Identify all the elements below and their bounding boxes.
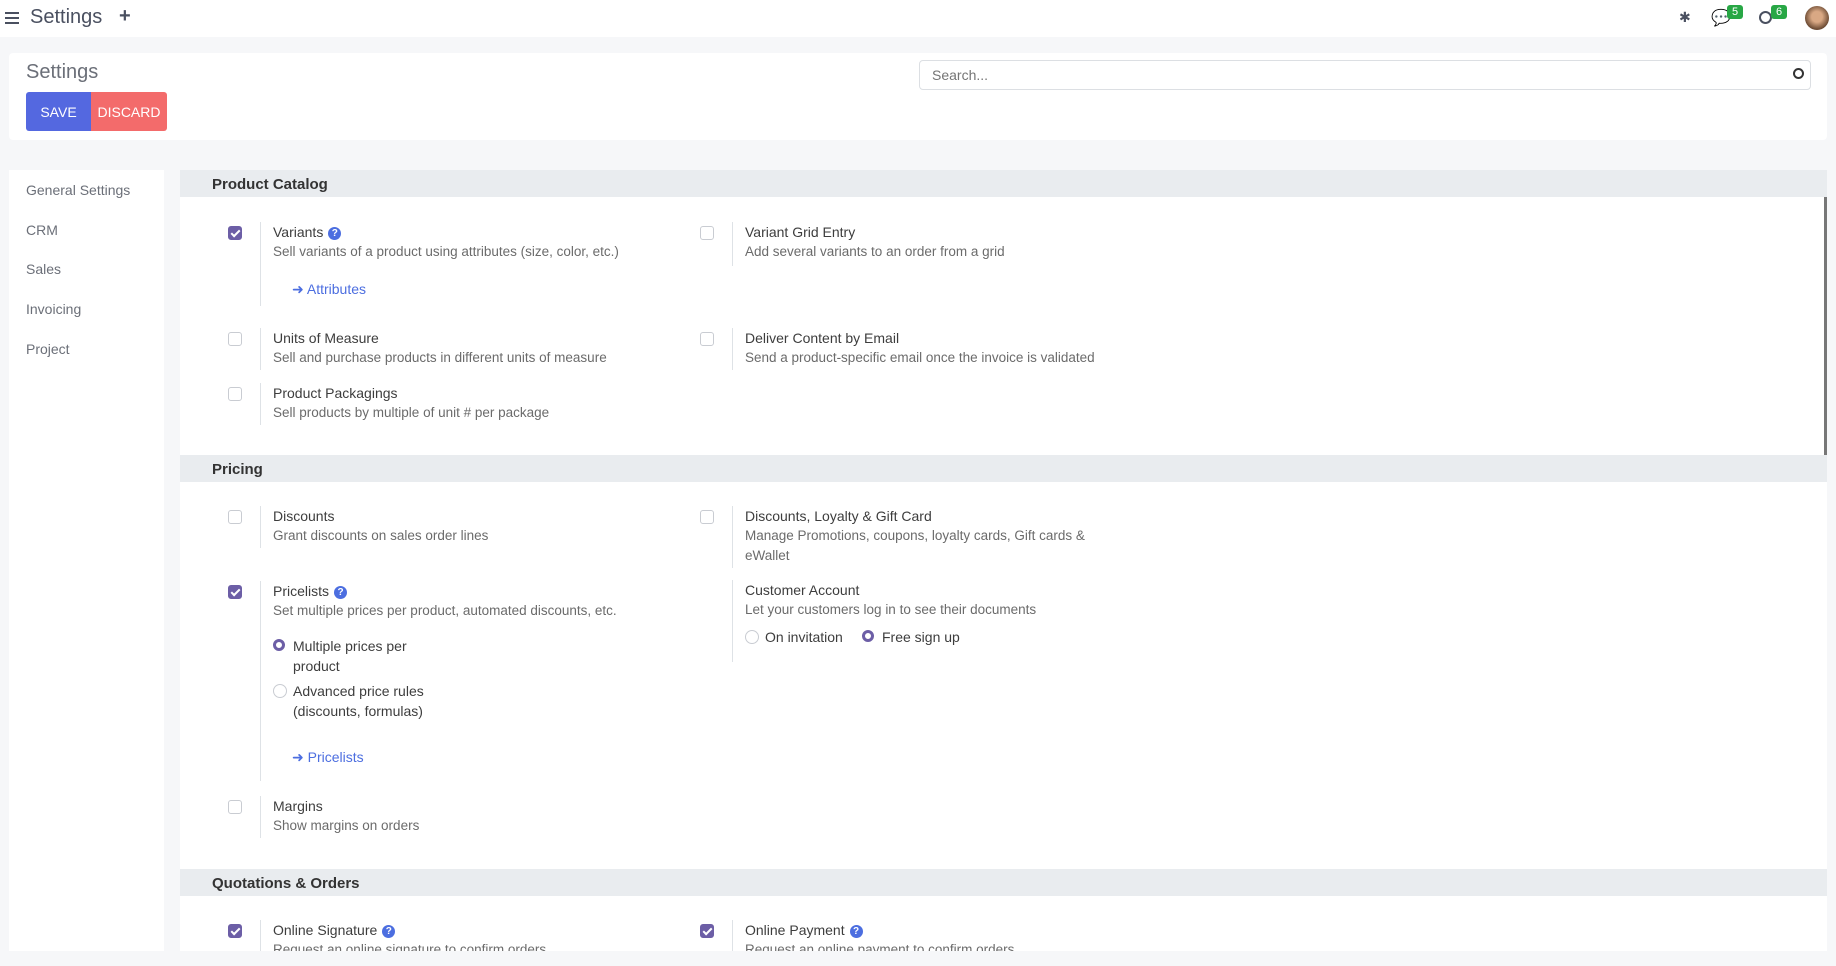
app-title: Settings (30, 6, 103, 28)
search-icon[interactable] (1793, 68, 1804, 79)
help-icon[interactable]: ? (328, 227, 342, 240)
setting-title: Discounts, Loyalty & Gift Card (745, 508, 932, 524)
setting-desc: Set multiple prices per product, automat… (273, 603, 617, 618)
setting-desc: Manage Promotions, coupons, loyalty card… (745, 528, 1085, 563)
plus-icon[interactable]: + (119, 5, 131, 27)
discard-button[interactable]: DISCARD (91, 92, 167, 131)
divider (260, 506, 261, 548)
divider (732, 222, 733, 266)
section-header-product-catalog: Product Catalog (180, 170, 1827, 197)
attributes-link[interactable]: ➜ Attributes (292, 281, 366, 297)
help-icon[interactable]: ? (334, 586, 348, 599)
settings-sidebar: General Settings CRM Sales Invoicing Pro… (9, 170, 164, 951)
setting-pricelists: Pricelists? Set multiple prices per prod… (273, 581, 673, 621)
setting-desc: Request an online signature to confirm o… (273, 942, 547, 951)
setting-title: Discounts (273, 508, 335, 524)
setting-discounts: Discounts Grant discounts on sales order… (273, 506, 673, 546)
link-label: Attributes (306, 281, 366, 297)
sidebar-item-sales[interactable]: Sales (26, 261, 62, 277)
pricelists-link[interactable]: ➜ Pricelists (292, 749, 364, 765)
variants-checkbox[interactable] (228, 226, 242, 240)
setting-title: Online Signature (273, 922, 378, 938)
scrollbar[interactable] (1824, 172, 1827, 482)
save-button[interactable]: SAVE (26, 92, 91, 131)
divider (260, 581, 261, 781)
messages-badge: 5 (1727, 5, 1744, 19)
help-icon[interactable]: ? (382, 925, 396, 938)
control-panel: Settings SAVE DISCARD (9, 53, 1827, 140)
setting-uom: Units of Measure Sell and purchase produ… (273, 328, 673, 368)
setting-title: Margins (273, 798, 323, 814)
page-title: Settings (26, 61, 99, 83)
setting-desc: Let your customers log in to see their d… (745, 602, 1037, 617)
menu-icon[interactable] (5, 12, 19, 24)
setting-desc: Sell variants of a product using attribu… (273, 244, 619, 259)
setting-online-signature: Online Signature? Request an online sign… (273, 920, 673, 951)
variant-grid-checkbox[interactable] (700, 226, 714, 240)
setting-deliver-email: Deliver Content by Email Send a product-… (745, 328, 1245, 368)
avatar[interactable] (1805, 6, 1829, 30)
setting-title: Pricelists (273, 583, 330, 599)
divider (260, 222, 261, 306)
divider (732, 328, 733, 370)
setting-desc: Request an online payment to confirm ord… (745, 942, 1015, 951)
divider (732, 506, 733, 568)
section-header-quotations: Quotations & Orders (180, 869, 1827, 896)
divider (732, 920, 733, 951)
setting-online-payment: Online Payment? Request an online paymen… (745, 920, 1145, 951)
setting-desc: Sell products by multiple of unit # per … (273, 405, 550, 420)
packagings-checkbox[interactable] (228, 387, 242, 401)
messages-icon[interactable]: 💬 (1711, 10, 1731, 27)
section-header-pricing: Pricing (180, 455, 1827, 482)
deliver-email-checkbox[interactable] (700, 332, 714, 346)
uom-checkbox[interactable] (228, 332, 242, 346)
loyalty-checkbox[interactable] (700, 510, 714, 524)
activities-badge: 6 (1771, 5, 1788, 19)
setting-desc: Send a product-specific email once the i… (745, 350, 1095, 365)
link-label: Pricelists (307, 749, 364, 765)
setting-title: Variant Grid Entry (745, 224, 856, 240)
divider (260, 383, 261, 425)
radio-multiple-prices[interactable]: Multiple prices per product (273, 636, 433, 676)
settings-content: Product Catalog Variants? Sell variants … (180, 170, 1827, 951)
setting-loyalty: Discounts, Loyalty & Gift Card Manage Pr… (745, 506, 1120, 566)
radio-advanced-rules[interactable]: Advanced price rules (discounts, formula… (273, 681, 448, 721)
divider (260, 920, 261, 951)
radio-free-signup[interactable]: Free sign up (862, 627, 960, 647)
setting-title: Customer Account (745, 582, 860, 598)
setting-title: Product Packagings (273, 385, 398, 401)
setting-packagings: Product Packagings Sell products by mult… (273, 383, 673, 423)
setting-customer-account: Customer Account Let your customers log … (745, 580, 1145, 620)
setting-title: Units of Measure (273, 330, 379, 346)
signature-checkbox[interactable] (228, 924, 242, 938)
bug-icon[interactable]: ✱ (1679, 9, 1691, 25)
search-input[interactable] (919, 60, 1811, 90)
setting-desc: Show margins on orders (273, 818, 420, 833)
setting-desc: Grant discounts on sales order lines (273, 528, 489, 543)
sidebar-item-invoicing[interactable]: Invoicing (26, 301, 82, 317)
divider (732, 580, 733, 662)
help-icon[interactable]: ? (849, 925, 863, 938)
divider (260, 328, 261, 370)
margins-checkbox[interactable] (228, 800, 242, 814)
setting-margins: Margins Show margins on orders (273, 796, 673, 836)
setting-variant-grid: Variant Grid Entry Add several variants … (745, 222, 1145, 262)
divider (260, 796, 261, 838)
top-navbar: Settings + ✱ 💬 5 6 (0, 0, 1836, 37)
radio-on-invitation[interactable]: On invitation (745, 627, 843, 647)
setting-title: Online Payment (745, 922, 845, 938)
setting-title: Deliver Content by Email (745, 330, 900, 346)
setting-variants: Variants? Sell variants of a product usi… (273, 222, 673, 262)
sidebar-item-project[interactable]: Project (26, 341, 70, 357)
setting-title: Variants (273, 224, 324, 240)
discounts-checkbox[interactable] (228, 510, 242, 524)
pricelists-checkbox[interactable] (228, 585, 242, 599)
payment-checkbox[interactable] (700, 924, 714, 938)
sidebar-item-crm[interactable]: CRM (26, 222, 58, 238)
sidebar-item-general-settings[interactable]: General Settings (26, 182, 131, 198)
setting-desc: Sell and purchase products in different … (273, 350, 607, 365)
setting-desc: Add several variants to an order from a … (745, 244, 1005, 259)
